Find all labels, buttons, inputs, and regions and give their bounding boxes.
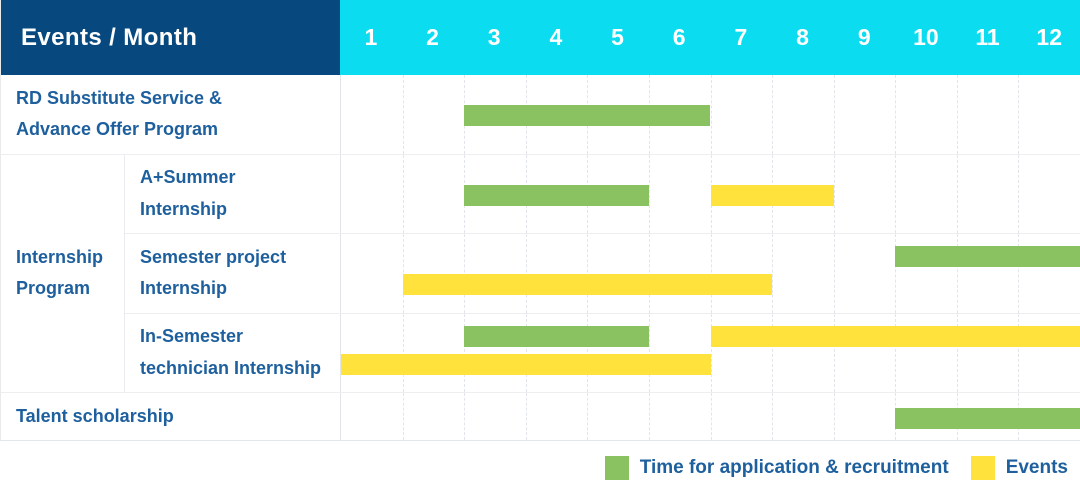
month-gridline (710, 393, 712, 440)
table-header-row: Events / Month 1 2 3 4 5 6 7 8 9 10 11 12 (1, 0, 1080, 75)
month-gridline (895, 154, 897, 233)
month-gridline (402, 154, 404, 233)
month-gridline (833, 393, 835, 440)
month-gridline (1018, 75, 1020, 154)
month-header-3: 3 (487, 24, 501, 50)
month-gridline (956, 75, 958, 154)
month-gridline (710, 234, 712, 313)
gantt-bar-recruitment (895, 246, 1080, 267)
month-gridline (648, 154, 650, 233)
month-gridline (772, 234, 774, 313)
legend: Time for application & recruitment Events (0, 441, 1080, 494)
month-gridline (833, 75, 835, 154)
month-gridline (525, 393, 527, 440)
gantt-bar-recruitment (895, 407, 1080, 429)
month-header-8: 8 (796, 24, 809, 50)
month-gridline (464, 393, 466, 440)
table-section: Talent scholarship (1, 393, 1080, 440)
month-gridline (956, 234, 958, 313)
month-gridline (1018, 154, 1020, 233)
table-row: Talent scholarship (1, 393, 1080, 440)
month-gridline (402, 75, 404, 154)
month-header-2: 2 (426, 24, 439, 50)
month-header-6: 6 (672, 24, 686, 50)
month-gridline (587, 393, 589, 440)
month-header-strip: 1 2 3 4 5 6 7 8 9 10 11 12 (340, 0, 1080, 75)
month-gridline (587, 313, 589, 392)
month-gridline (1018, 313, 1020, 392)
events-month-header-cell: Events / Month (1, 0, 340, 75)
gantt-bar-recruitment (464, 105, 711, 127)
month-gridline (956, 313, 958, 392)
gantt-bar-events (341, 353, 711, 375)
row-chart-area (340, 393, 1080, 440)
table-row: A+Summer Internship (125, 154, 1080, 234)
month-header-5: 5 (611, 24, 624, 50)
month-gridline (833, 234, 835, 313)
table-section: Internship Program A+Summer Internship Sem… (1, 154, 1080, 393)
row-chart-area (340, 313, 1080, 392)
legend-item-events: Events (970, 455, 1068, 480)
month-gridline (772, 313, 774, 392)
row-label: RD Substitute Service & Advance Offer Pr… (16, 87, 223, 140)
gantt-bar-recruitment (464, 184, 649, 206)
month-gridline (895, 75, 897, 154)
month-header-9: 9 (857, 24, 871, 50)
section-rows: A+Summer Internship Semester project Inte… (125, 154, 1080, 392)
gantt-bar-events (402, 274, 773, 295)
month-gridline (895, 234, 897, 313)
group-label: Internship Program (1, 154, 125, 392)
month-gridline (833, 154, 835, 233)
table-row: Semester project Internship (125, 234, 1080, 314)
month-gridline (525, 313, 527, 392)
month-gridline (402, 234, 404, 313)
row-chart-area (340, 75, 1080, 154)
month-header-10: 10 (913, 24, 939, 50)
legend-swatch-events (970, 455, 995, 480)
events-table: Events / Month 1 2 3 4 5 6 7 8 9 10 11 12 RD Substi… (0, 0, 1080, 441)
month-gridline (464, 234, 466, 313)
month-header-4: 4 (549, 24, 563, 50)
month-gridline (710, 313, 712, 392)
legend-label: Events (1005, 456, 1068, 478)
month-header-1: 1 (364, 24, 378, 50)
legend-item-recruitment: Time for application & recruitment (604, 455, 949, 480)
table-body: RD Substitute Service & Advance Offer Pr… (1, 75, 1080, 440)
month-gridline (402, 393, 404, 440)
month-gridline (956, 154, 958, 233)
gantt-bar-events (710, 184, 834, 206)
legend-swatch-recruitment (604, 455, 629, 480)
month-gridline (648, 393, 650, 440)
month-gridline (464, 313, 466, 392)
section-rows: RD Substitute Service & Advance Offer Pr… (1, 75, 1080, 154)
month-gridline (710, 75, 712, 154)
month-gridline (772, 75, 774, 154)
month-gridline (833, 313, 835, 392)
month-gridline (648, 313, 650, 392)
month-gridline (1018, 234, 1020, 313)
row-chart-area (340, 234, 1080, 313)
table-row: RD Substitute Service & Advance Offer Pr… (1, 75, 1080, 154)
section-rows: Talent scholarship (1, 393, 1080, 440)
month-gridline (525, 234, 527, 313)
gantt-bar-events (710, 325, 1080, 347)
legend-label: Time for application & recruitment (639, 456, 949, 478)
gantt-bar-recruitment (464, 325, 649, 347)
row-label: A+Summer Internship (140, 167, 236, 219)
month-gridline (402, 313, 404, 392)
month-gridline (587, 234, 589, 313)
row-chart-area (340, 154, 1080, 233)
month-gridline (895, 313, 897, 392)
row-label: Talent scholarship (16, 405, 174, 426)
month-header-11: 11 (975, 24, 1000, 50)
row-label: In-Semester technician Internship (140, 326, 322, 378)
month-header-12: 12 (1036, 24, 1063, 50)
month-header-7: 7 (734, 24, 748, 50)
table-section: RD Substitute Service & Advance Offer Pr… (1, 75, 1080, 155)
month-gridline (648, 234, 650, 313)
row-label: Semester project Internship (140, 246, 287, 299)
table-row: In-Semester technician Internship (125, 313, 1080, 392)
month-gridline (772, 393, 774, 440)
